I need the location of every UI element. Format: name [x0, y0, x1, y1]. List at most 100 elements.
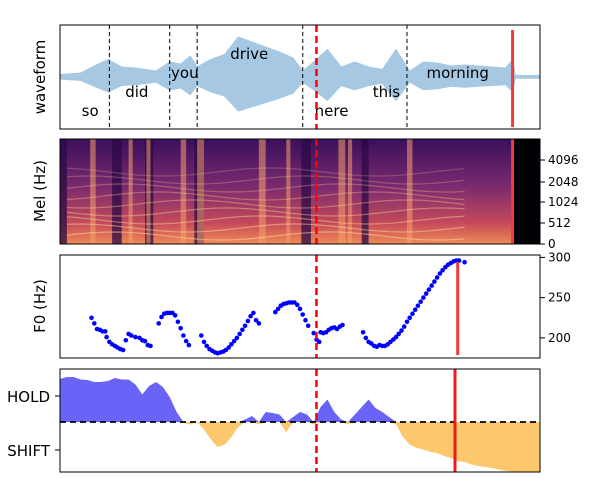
f0-point — [401, 324, 407, 329]
spectrogram-burst — [180, 139, 187, 244]
f0-point — [295, 302, 300, 308]
spectrogram-harmonic — [66, 207, 465, 217]
spectrogram-harmonic — [66, 231, 465, 241]
f0-point — [172, 313, 178, 318]
f0-point — [297, 306, 303, 312]
mel-ylabel: Mel (Hz) — [31, 160, 49, 222]
word-label: so — [82, 102, 99, 120]
f0-point — [178, 325, 183, 331]
f0-point — [407, 315, 413, 321]
f0-panel: 200 250 300 F0 (Hz) — [31, 250, 571, 359]
f0-point — [426, 287, 432, 292]
mel-tick-label: 512 — [548, 216, 571, 230]
f0-point — [245, 318, 251, 324]
mel-spectrogram-panel: 0 512 1024 2048 4096 Mel (Hz) — [31, 138, 579, 251]
f0-point — [412, 307, 418, 313]
hold-area — [60, 377, 540, 422]
f0-point — [305, 323, 311, 329]
word-label: you — [171, 64, 199, 82]
spectrogram-burst — [90, 139, 96, 244]
waveform-ylabel: waveform — [31, 40, 49, 115]
shift-label: SHIFT — [7, 442, 51, 460]
waveform-frame — [59, 24, 541, 130]
waveform-envelope — [60, 36, 540, 112]
turn-prediction-panel: HOLD SHIFT — [7, 368, 541, 473]
f0-point — [418, 299, 424, 305]
f0-point — [421, 295, 426, 300]
f0-point — [129, 333, 134, 338]
f0-point — [432, 279, 437, 284]
f0-point — [104, 334, 109, 340]
waveform-panel: so did you drive here this morning waveform — [31, 24, 541, 130]
f0-tick-label: 300 — [548, 250, 571, 264]
f0-point — [183, 338, 189, 344]
spectrogram-background — [60, 139, 540, 244]
spectrogram-quiet-band — [361, 139, 369, 244]
spectrogram-burst — [348, 139, 353, 244]
word-label: this — [373, 83, 401, 101]
f0-point — [415, 303, 421, 309]
f0-yticks: 200 250 300 — [540, 250, 571, 345]
f0-point — [316, 339, 322, 345]
f0-ylabel: F0 (Hz) — [31, 279, 49, 333]
word-label: here — [315, 102, 349, 120]
mel-frame — [59, 138, 541, 245]
f0-point — [275, 306, 281, 312]
f0-point — [251, 310, 256, 316]
f0-point — [159, 314, 164, 320]
spectrogram-harmonic — [66, 167, 465, 177]
spectrogram-harmonic — [66, 191, 465, 201]
f0-point — [123, 338, 129, 343]
f0-point — [256, 321, 262, 326]
f0-point — [231, 338, 237, 344]
hold-label: HOLD — [7, 388, 50, 406]
f0-tick-label: 250 — [548, 291, 571, 305]
f0-point — [340, 322, 345, 328]
spectrogram-quiet-band — [301, 139, 311, 244]
f0-point — [253, 317, 259, 323]
f0-point — [156, 321, 161, 326]
f0-point — [273, 309, 278, 315]
turn-prediction-plot — [60, 369, 540, 472]
f0-point — [311, 330, 317, 336]
f0-point — [181, 333, 186, 338]
f0-point — [142, 338, 148, 344]
f0-point — [242, 323, 248, 329]
spectrogram-burst — [258, 139, 266, 244]
f0-point — [204, 343, 209, 349]
turn-prediction-frame — [59, 368, 541, 473]
spectrogram-burst — [128, 139, 133, 244]
f0-point — [429, 283, 435, 288]
spectrogram-harmonic — [66, 175, 465, 185]
shift-area — [60, 422, 540, 472]
f0-point — [404, 319, 410, 325]
f0-point — [363, 335, 369, 341]
f0-point — [393, 334, 399, 340]
mel-tick-label: 2048 — [548, 175, 579, 189]
mel-yticks: 0 512 1024 2048 4096 — [540, 153, 579, 251]
spectrogram-harmonic — [66, 223, 465, 233]
waveform-plot: so did you drive here this morning — [60, 25, 540, 129]
spectrogram-quiet-band — [112, 139, 122, 244]
f0-point — [423, 291, 429, 296]
spectrogram-harmonic — [66, 215, 465, 225]
mel-tick-label: 0 — [548, 237, 556, 251]
word-label: drive — [230, 45, 268, 63]
f0-point — [440, 268, 445, 273]
f0-plot — [89, 255, 467, 358]
spectrogram-quiet-band — [60, 139, 67, 244]
f0-point — [462, 259, 467, 265]
f0-point — [437, 271, 443, 276]
f0-tick-label: 200 — [548, 331, 571, 345]
f0-point — [248, 313, 253, 319]
f0-point — [300, 312, 306, 317]
f0-point — [186, 342, 192, 348]
spectrogram-harmonic — [66, 199, 465, 209]
f0-point — [133, 334, 138, 340]
f0-point — [456, 258, 462, 263]
f0-point — [89, 315, 94, 321]
f0-frame — [59, 254, 541, 359]
mel-tick-label: 1024 — [548, 195, 579, 209]
mel-tick-label: 4096 — [548, 153, 579, 167]
